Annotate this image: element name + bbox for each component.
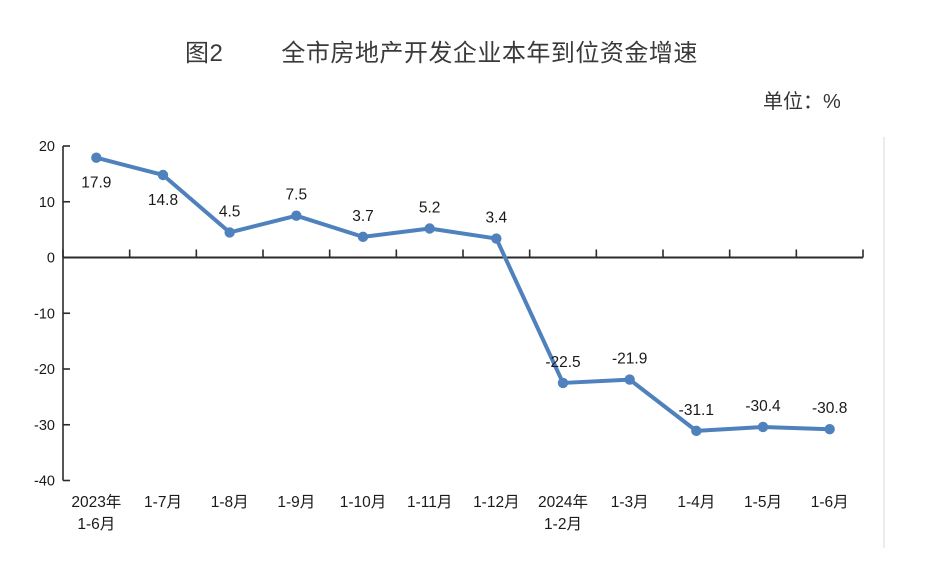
x-tick-label: 2024年 1-2月 — [538, 493, 588, 533]
y-tick-label: -30 — [34, 418, 55, 434]
data-point-marker — [557, 377, 569, 389]
y-tick-label: 20 — [39, 139, 55, 155]
y-tick-label: -20 — [34, 362, 55, 378]
data-point-label: -30.8 — [812, 400, 847, 417]
x-tick-label: 1-8月 — [211, 494, 249, 511]
data-point-label: 3.7 — [352, 208, 374, 225]
x-tick-label: 1-9月 — [277, 494, 315, 511]
x-tick-label: 1-5月 — [744, 494, 782, 511]
x-tick-label: 1-3月 — [611, 494, 649, 511]
y-tick-label: -40 — [34, 474, 55, 490]
data-point-label: -22.5 — [545, 354, 580, 371]
chart-title: 图2 全市房地产开发企业本年到位资金增速 — [185, 33, 698, 68]
data-point-label: 4.5 — [219, 203, 241, 220]
y-tick-label: 0 — [47, 251, 55, 267]
y-tick-label: -10 — [34, 306, 55, 322]
data-point-label: -21.9 — [612, 351, 647, 368]
data-point-label: 7.5 — [286, 187, 308, 204]
data-point-marker — [291, 210, 302, 221]
data-point-marker — [424, 223, 435, 234]
data-point-marker — [691, 425, 702, 437]
data-point-marker — [224, 227, 235, 238]
y-tick-label: 10 — [39, 195, 55, 211]
x-tick-label: 1-7月 — [144, 494, 182, 511]
data-point-marker — [157, 169, 169, 181]
data-point-label: 17.9 — [81, 175, 111, 192]
data-point-label: 5.2 — [419, 200, 441, 217]
data-point-marker — [757, 421, 769, 433]
data-point-marker — [357, 231, 369, 243]
series-line — [94, 155, 832, 433]
data-point-marker — [824, 424, 835, 435]
unit-label: 单位：% — [763, 91, 841, 113]
data-point-label: -30.4 — [745, 398, 781, 415]
x-tick-label: 1-4月 — [677, 494, 715, 511]
data-point-label: 3.4 — [486, 210, 508, 227]
x-tick-label: 1-6月 — [811, 494, 849, 511]
x-tick-label: 1-11月 — [407, 494, 452, 511]
data-point-label: 14.8 — [148, 192, 178, 209]
x-tick-label: 1-12月 — [473, 494, 520, 511]
figure-number: 图2 — [185, 40, 224, 67]
data-point-marker — [491, 233, 502, 244]
data-point-marker — [624, 374, 635, 385]
data-point-label: -31.1 — [679, 402, 714, 419]
chart-title-text: 全市房地产开发企业本年到位资金增速 — [281, 40, 698, 67]
x-tick-label: 2023年 1-6月 — [71, 493, 121, 533]
x-tick-label: 1-10月 — [340, 494, 387, 511]
data-point-marker — [91, 152, 102, 163]
